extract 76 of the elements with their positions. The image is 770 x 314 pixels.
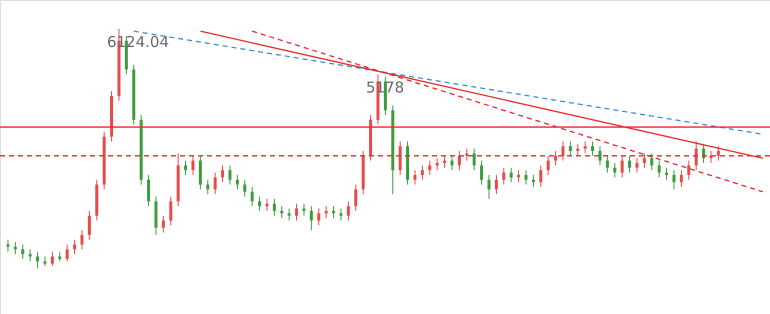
candlestick	[576, 143, 580, 156]
candlestick	[436, 158, 439, 171]
candlestick	[524, 170, 528, 186]
candlestick	[487, 174, 490, 200]
candlestick	[502, 167, 506, 186]
candlestick	[635, 158, 638, 174]
candlestick	[317, 208, 320, 226]
candlestick	[198, 155, 202, 190]
candlestick	[694, 140, 698, 171]
candlestick	[650, 152, 654, 171]
candlestick	[206, 179, 210, 195]
candlestick	[295, 203, 298, 222]
candlestick	[228, 164, 232, 186]
candlestick	[14, 242, 17, 255]
candlestick	[420, 164, 424, 180]
candlestick	[191, 155, 194, 176]
candlestick	[21, 244, 24, 260]
candlestick	[428, 160, 432, 176]
candlestick	[258, 196, 262, 212]
candlestick	[280, 206, 284, 219]
candlestick	[324, 206, 328, 219]
candlestick	[398, 140, 402, 176]
candlestick	[346, 200, 350, 222]
candlestick	[480, 160, 484, 186]
candlestick	[546, 155, 550, 176]
candlestick	[413, 170, 416, 186]
candlestick	[58, 251, 62, 262]
candlestick	[265, 198, 268, 212]
candlestick	[620, 155, 624, 178]
candlestick	[680, 170, 683, 188]
candlestick	[613, 162, 616, 178]
candlestick	[598, 146, 602, 166]
candlestick	[36, 251, 40, 269]
candlestick	[28, 248, 32, 262]
candlestick	[554, 150, 558, 166]
candlestick	[458, 150, 461, 171]
candlestick	[642, 152, 646, 168]
candlestick	[73, 239, 76, 255]
candlestick	[147, 174, 150, 207]
candlestick	[214, 172, 217, 195]
candlestick	[184, 160, 188, 176]
candlestick	[628, 155, 632, 174]
candlestick	[332, 206, 336, 219]
candlestick	[561, 140, 564, 162]
candlestick	[236, 174, 239, 190]
candlestick	[88, 210, 91, 240]
candlestick	[450, 155, 454, 171]
candlestick	[66, 244, 69, 262]
candlestick	[465, 148, 468, 162]
candlestick	[302, 203, 306, 216]
candlestick	[443, 155, 446, 168]
candlestick	[50, 251, 54, 267]
candlestick	[472, 148, 476, 171]
candlestick	[310, 206, 313, 231]
candlestick	[584, 140, 587, 154]
candlestick	[272, 198, 276, 216]
candlestick	[354, 184, 358, 212]
candlestick	[6, 239, 10, 252]
candlestick	[716, 146, 720, 162]
candlestick	[658, 160, 661, 178]
candlestick	[568, 140, 572, 156]
candlestick	[494, 174, 498, 195]
candlestick	[606, 155, 609, 174]
candlestick	[672, 170, 676, 190]
candlestick	[687, 160, 690, 180]
candlestick	[221, 164, 224, 183]
candlestick	[250, 186, 254, 207]
candlestick	[243, 179, 246, 198]
candlestick	[510, 167, 513, 183]
candlestick	[162, 215, 165, 234]
candlestick	[665, 167, 668, 180]
candlestick	[80, 230, 84, 250]
candlestick	[169, 196, 172, 226]
candlestick	[539, 164, 542, 188]
candlestick	[591, 140, 594, 156]
candlestick	[517, 170, 520, 183]
